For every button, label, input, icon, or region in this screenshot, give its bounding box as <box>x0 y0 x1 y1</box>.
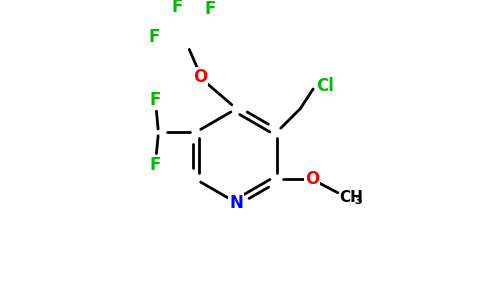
Text: F: F <box>149 28 160 46</box>
Text: F: F <box>150 91 161 109</box>
Text: F: F <box>205 1 216 19</box>
Text: F: F <box>150 156 161 174</box>
Text: F: F <box>172 0 183 16</box>
Text: 3: 3 <box>355 196 363 206</box>
Text: N: N <box>229 194 243 211</box>
Text: O: O <box>305 170 319 188</box>
Text: Cl: Cl <box>316 76 334 94</box>
Text: CH: CH <box>339 190 363 205</box>
Text: O: O <box>193 68 208 86</box>
